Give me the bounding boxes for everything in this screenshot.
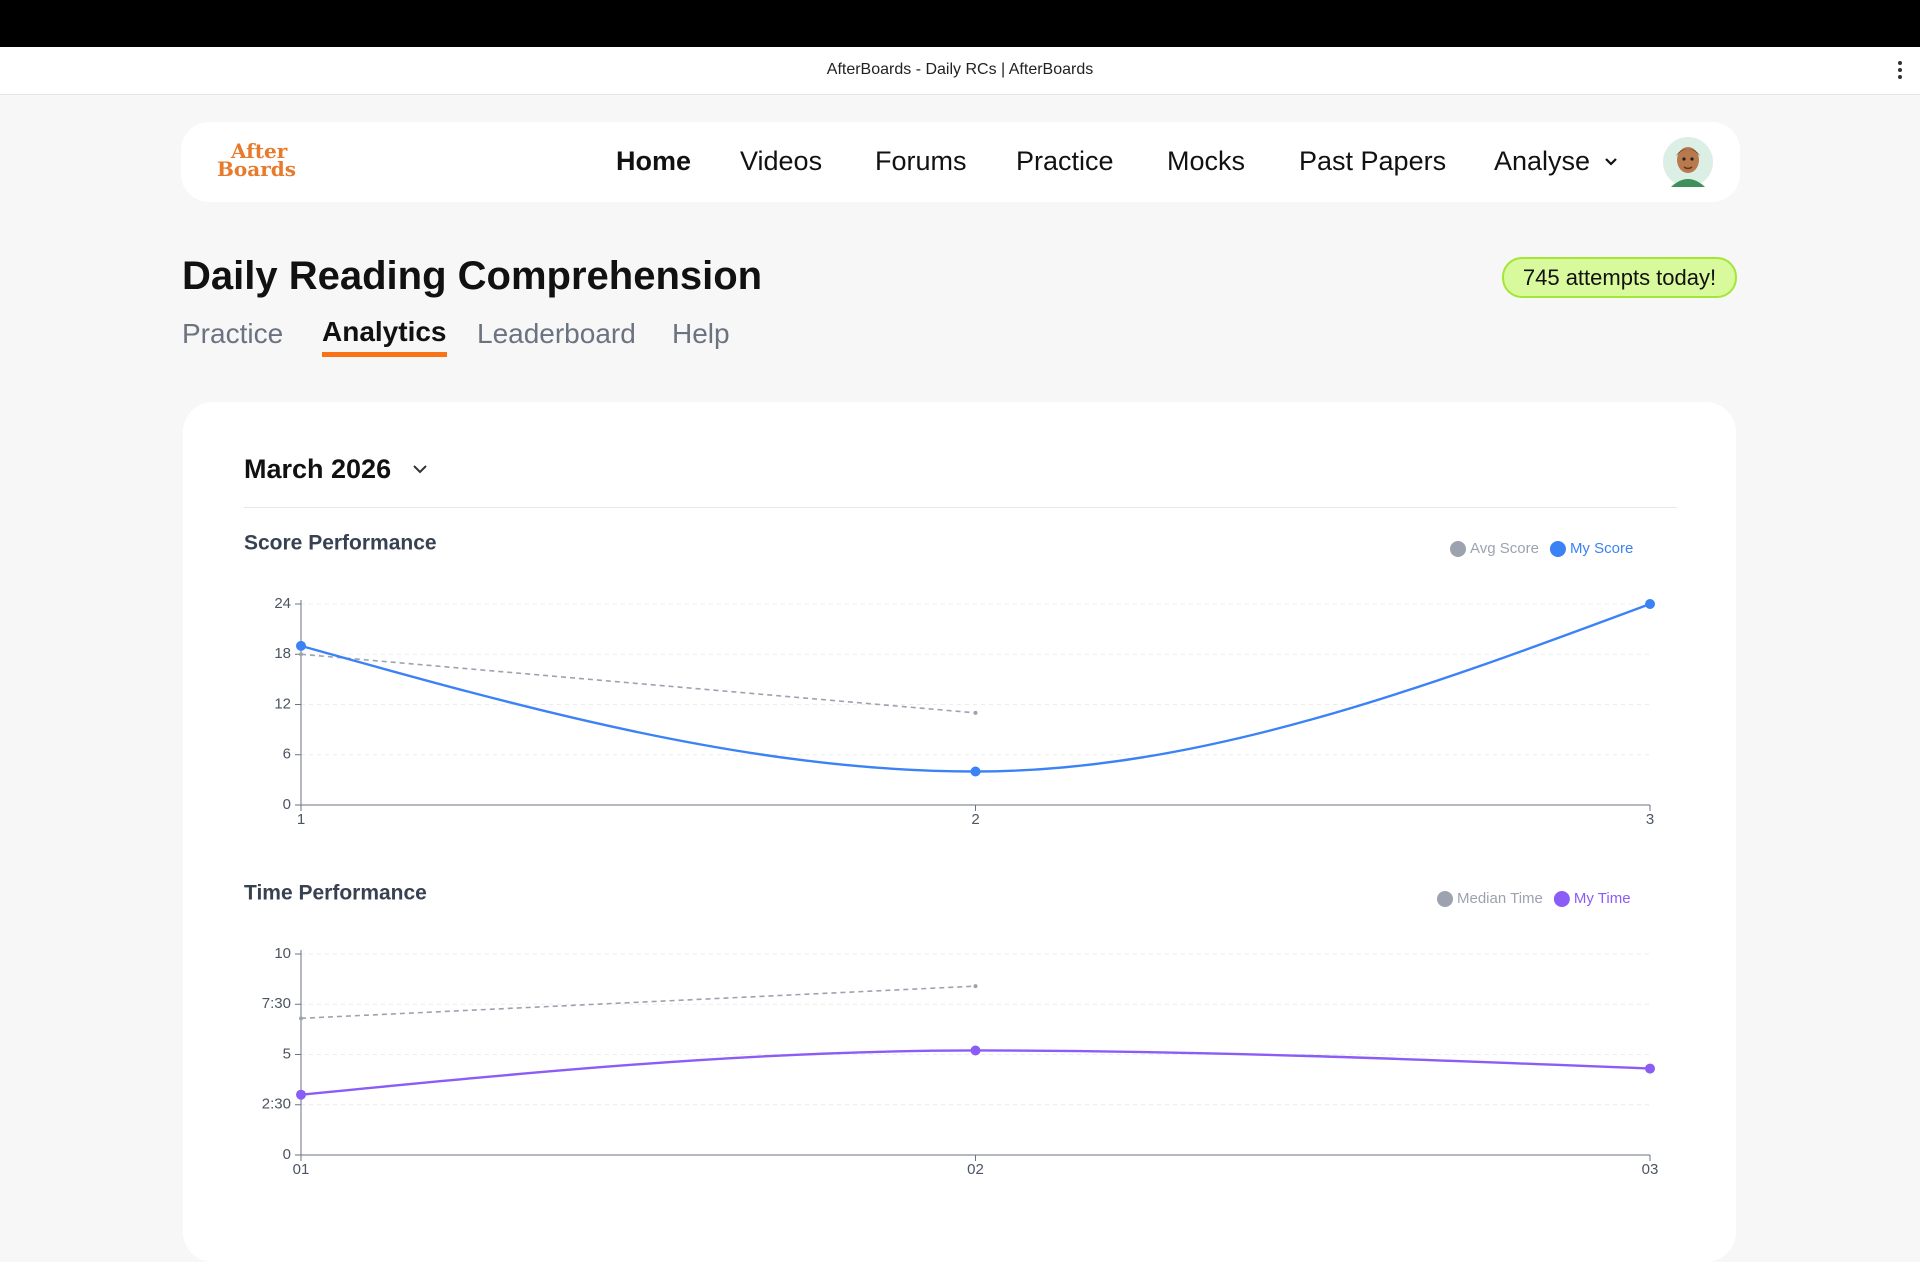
tab[interactable]: Leaderboard <box>477 318 636 349</box>
reference-line <box>300 985 976 1020</box>
legend-label: My Score <box>1570 540 1633 557</box>
x-tick-label: 02 <box>967 1161 984 1178</box>
x-tick-label: 3 <box>1646 811 1654 828</box>
x-tick-label: 1 <box>297 811 305 828</box>
dropdown-icon[interactable] <box>410 462 430 476</box>
data-point <box>1645 1063 1655 1074</box>
browser-title-bar: AfterBoards - Daily RCs | AfterBoards <box>0 47 1920 95</box>
analytics-card <box>183 402 1736 1262</box>
page-title: Daily Reading Comprehension <box>182 254 763 298</box>
chart-title: Score Performance <box>244 532 437 555</box>
legend-marker <box>1549 541 1566 557</box>
avatar[interactable] <box>1663 137 1713 187</box>
data-point <box>970 766 981 777</box>
logo-text: Boards <box>217 157 296 181</box>
nav-link[interactable]: Analyse <box>1494 146 1591 176</box>
data-point <box>296 1089 306 1100</box>
logo[interactable]: After Boards <box>217 139 296 181</box>
tab-title: AfterBoards - Daily RCs | AfterBoards <box>826 61 1094 78</box>
y-tick-label: 18 <box>274 645 291 662</box>
x-tick-label: 01 <box>293 1161 310 1178</box>
data-point <box>973 710 978 715</box>
y-tick-label: 5 <box>283 1045 291 1062</box>
x-tick-label: 2 <box>971 811 979 828</box>
legend-marker <box>1450 541 1466 557</box>
data-point <box>299 652 303 657</box>
nav-bar: After Boards Home Videos Forums Practice… <box>181 122 1740 202</box>
nav-link[interactable]: Home <box>616 146 692 176</box>
legend-marker <box>1437 891 1453 907</box>
y-tick-label: 10 <box>274 945 291 962</box>
data-point <box>1645 599 1655 609</box>
legend-label: Median Time <box>1457 890 1543 907</box>
nav-link[interactable]: Forums <box>875 146 967 176</box>
x-tick-label: 03 <box>1642 1161 1659 1178</box>
chart-title: Time Performance <box>244 882 427 905</box>
y-tick-label: 12 <box>274 695 291 712</box>
tab[interactable]: Help <box>672 318 730 349</box>
menu-button[interactable] <box>1898 61 1902 82</box>
reference-line <box>300 653 976 714</box>
data-point <box>970 1045 981 1056</box>
attempts-badge: 745 attempts today! <box>1502 257 1737 298</box>
legend-label: Avg Score <box>1470 540 1539 557</box>
y-tick-label: 2:30 <box>262 1096 291 1113</box>
legend-marker <box>1553 891 1570 907</box>
data-point <box>299 1016 303 1021</box>
data-point <box>296 640 306 651</box>
y-tick-label: 7:30 <box>262 995 291 1012</box>
dropdown-icon[interactable] <box>1603 156 1619 168</box>
month-selector[interactable]: March 2026 <box>244 454 392 484</box>
y-tick-label: 0 <box>283 1146 291 1163</box>
nav-link[interactable]: Videos <box>740 146 823 176</box>
nav-link[interactable]: Practice <box>1016 146 1114 176</box>
y-tick-label: 6 <box>283 746 291 763</box>
data-point <box>973 984 978 989</box>
tab[interactable]: Analytics <box>322 316 447 357</box>
divider <box>244 507 1677 508</box>
logo-text: After <box>231 139 288 163</box>
series-line <box>300 1049 1651 1096</box>
y-tick-label: 24 <box>274 595 291 612</box>
legend-label: My Time <box>1574 890 1631 907</box>
window-top-bar <box>0 0 1920 47</box>
series-line <box>300 602 1651 773</box>
nav-link[interactable]: Past Papers <box>1299 146 1447 176</box>
nav-link[interactable]: Mocks <box>1167 146 1246 176</box>
y-tick-label: 0 <box>283 796 291 813</box>
tab[interactable]: Practice <box>182 318 284 349</box>
